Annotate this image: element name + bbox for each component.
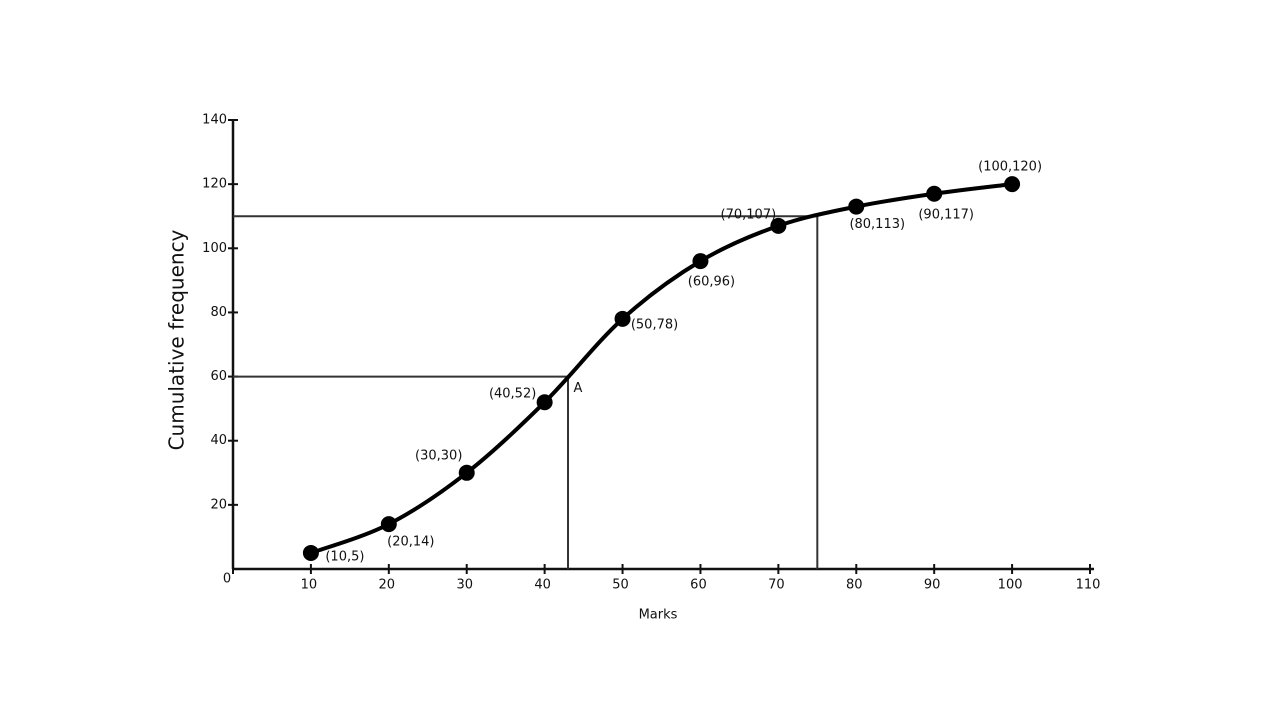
data-point [536, 394, 553, 411]
y-tick-label: 40 [210, 433, 227, 448]
data-point [770, 217, 787, 234]
data-label: (80,113) [849, 217, 905, 232]
data-label: (70,107) [721, 207, 777, 222]
data-point [458, 464, 475, 481]
y-tick-label: 120 [202, 177, 227, 192]
y-tick-label: 60 [210, 369, 227, 384]
point-label: A [574, 381, 583, 396]
data-point [614, 310, 631, 327]
y-tick-label: 80 [210, 305, 227, 320]
data-label: (20,14) [387, 535, 434, 550]
data-label: (10,5) [325, 549, 364, 564]
x-tick-label: 10 [301, 578, 318, 593]
y-axis-title: Cumulative frequency [165, 229, 189, 450]
data-label: (40,52) [489, 387, 536, 402]
ogive-curve [310, 182, 1013, 555]
x-tick-label: 40 [534, 578, 551, 593]
y-tick-label: 140 [202, 113, 227, 128]
x-tick-label: 60 [690, 578, 707, 593]
x-tick-label: 100 [998, 578, 1023, 593]
x-axis-title: Marks [639, 608, 678, 623]
data-label: (50,78) [631, 317, 678, 332]
y-tick-label: 100 [202, 241, 227, 256]
y-tick-label: 20 [210, 497, 227, 512]
data-point [1004, 176, 1021, 193]
x-tick-label: 90 [924, 578, 941, 593]
x-tick-label: 110 [1076, 578, 1101, 593]
data-point [848, 198, 865, 215]
x-tick-label: 80 [846, 578, 863, 593]
data-label: (60,96) [688, 275, 735, 290]
data-point [692, 253, 709, 270]
x-tick-label: 20 [379, 578, 396, 593]
data-point [302, 544, 319, 561]
x-tick-label: 0 [223, 572, 231, 587]
data-point [380, 516, 397, 533]
data-point [926, 185, 943, 202]
data-label: (30,30) [415, 448, 462, 463]
x-tick-label: 70 [768, 578, 785, 593]
data-label: (90,117) [918, 207, 974, 222]
x-tick-label: 30 [456, 578, 473, 593]
data-label: (100,120) [978, 160, 1042, 175]
x-tick-label: 50 [612, 578, 629, 593]
